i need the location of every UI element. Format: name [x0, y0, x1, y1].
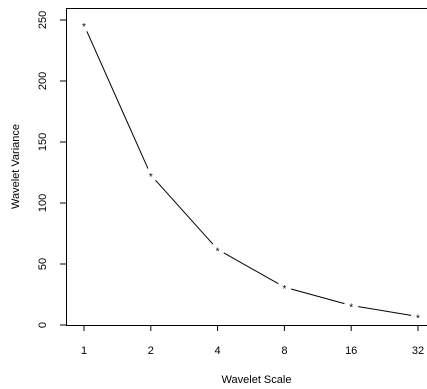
- y-tick-label: 150: [37, 133, 49, 151]
- x-axis: 1 2 4 8 16 32: [81, 325, 424, 357]
- series-line-segment: [86, 31, 149, 169]
- y-tick-label: 200: [37, 72, 49, 90]
- x-axis-title: Wavelet Scale: [222, 374, 292, 386]
- y-tick-label: 50: [37, 258, 49, 270]
- y-axis: 0 50 100 150 200 250: [37, 11, 66, 328]
- data-point-marker: *: [216, 246, 220, 257]
- y-tick-label: 100: [37, 194, 49, 212]
- series-line-segment: [155, 179, 214, 245]
- x-tick-label: 32: [412, 345, 424, 357]
- y-tick-label: 250: [37, 11, 49, 29]
- data-point-marker: *: [416, 313, 420, 324]
- series-line-segment: [358, 306, 412, 316]
- data-point-marker: *: [82, 22, 86, 33]
- data-point-marker: *: [149, 172, 153, 183]
- x-tick-label: 1: [81, 345, 87, 357]
- data-point-marker: *: [282, 284, 286, 295]
- x-tick-label: 8: [281, 345, 287, 357]
- series-line-segment: [223, 252, 279, 285]
- series-line-segment: [291, 288, 345, 305]
- plot-frame: [66, 8, 427, 326]
- series-layer: * * * * * *: [82, 22, 420, 325]
- x-tick-label: 2: [148, 345, 154, 357]
- y-axis-title: Wavelet Variance: [10, 124, 22, 209]
- y-tick-label: 0: [37, 322, 49, 328]
- plot-border: [66, 8, 427, 326]
- x-tick-label: 16: [345, 345, 357, 357]
- x-tick-label: 4: [215, 345, 221, 357]
- data-point-marker: *: [349, 302, 353, 313]
